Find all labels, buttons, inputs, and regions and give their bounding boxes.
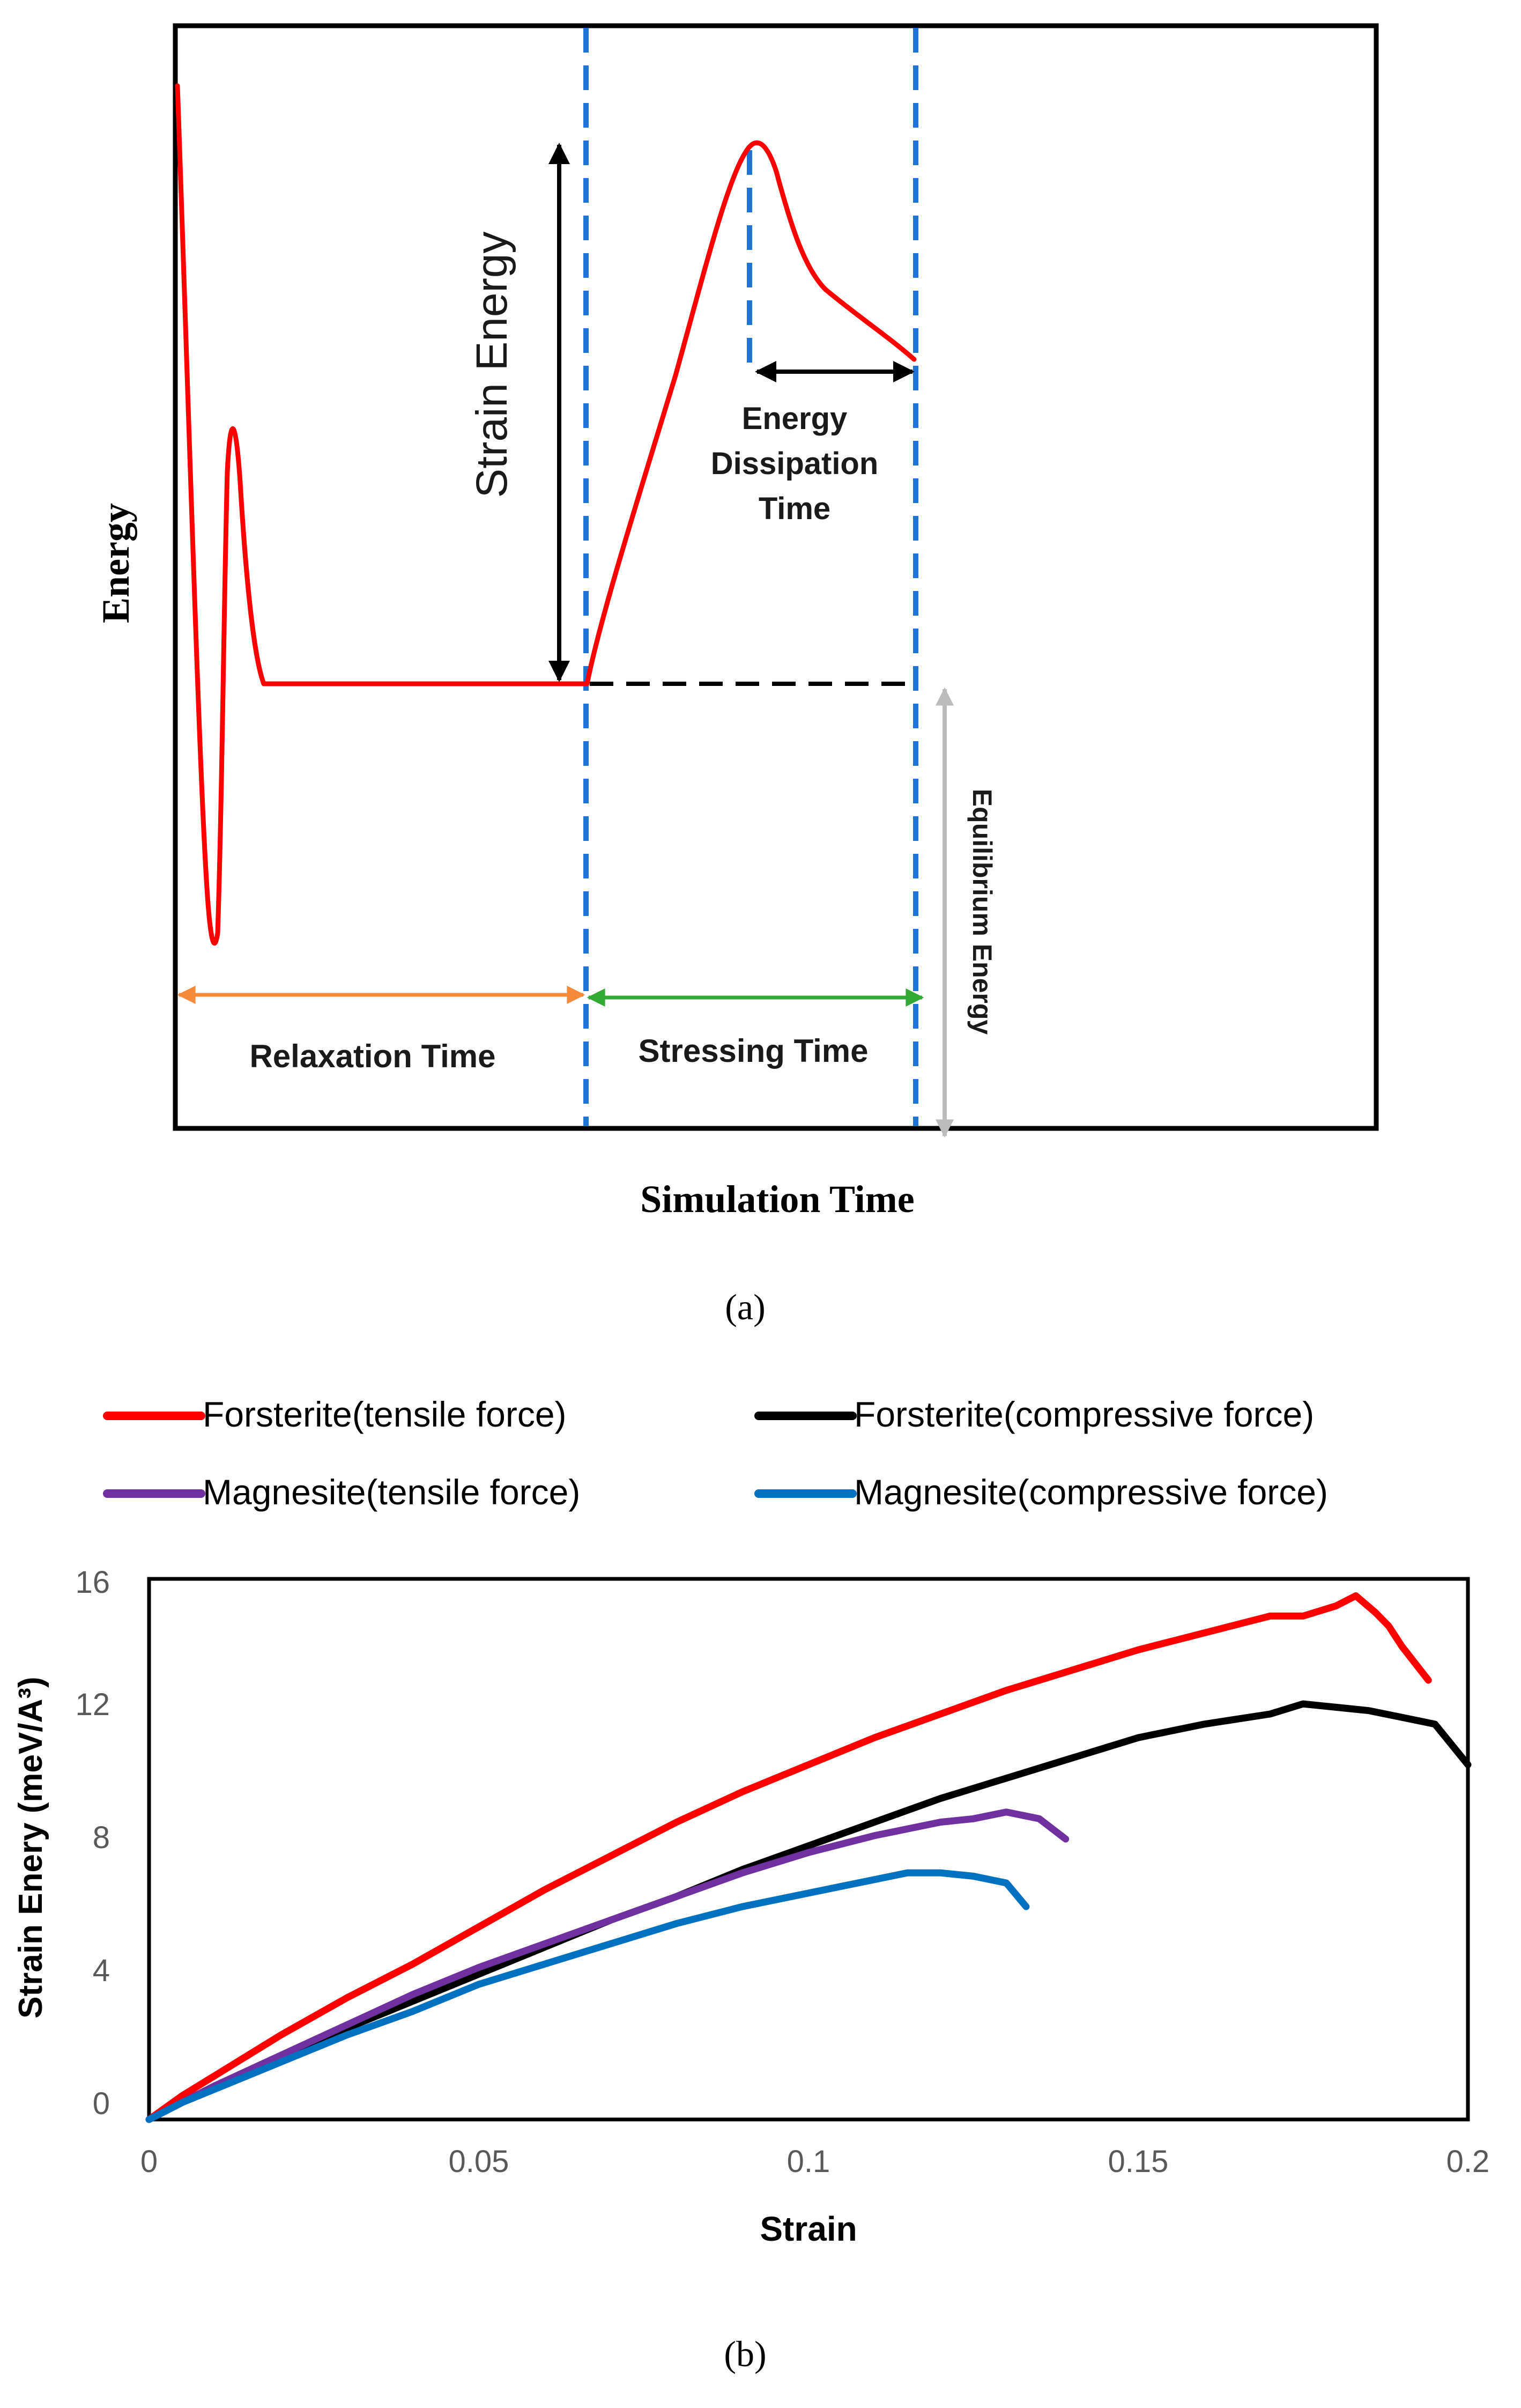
legend: Forsterite(tensile force) Forsterite(com…	[103, 1394, 1328, 1512]
panel-b-x-ticks: 0 0.05 0.1 0.15 0.2	[140, 2144, 1489, 2179]
series-line-magnesite-compressive	[145, 1869, 1030, 2123]
legend-label-forsterite-tensile: Forsterite(tensile force)	[203, 1394, 567, 1434]
x-tick-label: 0.2	[1446, 2144, 1490, 2179]
y-tick-label: 12	[75, 1687, 110, 1722]
x-tick-label: 0.15	[1108, 2144, 1169, 2179]
legend-entry-forsterite-compressive: Forsterite(compressive force)	[754, 1394, 1314, 1434]
strain-energy-label: Strain Energy	[468, 232, 516, 498]
y-tick-label: 0	[93, 2086, 110, 2121]
panel-a-frame	[173, 23, 1379, 1131]
panel-a-xlabel: Simulation Time	[640, 1178, 914, 1221]
dissipation-label-line2: Dissipation	[711, 446, 879, 481]
panel-b-ylabel: Strain Enery (meV/A³)	[12, 1676, 49, 2018]
series-line-magnesite-tensile	[145, 1808, 1070, 2123]
legend-label-magnesite-compressive: Magnesite(compressive force)	[854, 1472, 1328, 1512]
panel-b-plot-frame	[147, 1577, 1470, 2122]
y-tick-label: 4	[93, 1953, 110, 1988]
panel-b-xlabel: Strain	[760, 2210, 857, 2248]
legend-entry-magnesite-tensile: Magnesite(tensile force)	[103, 1472, 580, 1512]
x-tick-label: 0	[140, 2144, 158, 2179]
legend-label-forsterite-compressive: Forsterite(compressive force)	[854, 1394, 1314, 1434]
dissipation-label-line3: Time	[759, 491, 830, 526]
equilibrium-energy-label: Equilibrium Energy	[967, 789, 997, 1035]
energy-curve	[175, 83, 917, 946]
y-tick-label: 8	[93, 1820, 110, 1855]
panel-a-ylabel: Energy	[94, 503, 137, 623]
panel-b-y-ticks: 0 4 8 12 16	[75, 1565, 110, 2121]
legend-label-magnesite-tensile: Magnesite(tensile force)	[203, 1472, 580, 1512]
panel-b: Forsterite(tensile force) Forsterite(com…	[12, 1394, 1489, 2374]
series-layer	[145, 1592, 1472, 2123]
legend-entry-forsterite-tensile: Forsterite(tensile force)	[103, 1394, 567, 1434]
stressing-time-label: Stressing Time	[638, 1033, 868, 1069]
series-line-forsterite-tensile	[145, 1592, 1432, 2123]
x-tick-label: 0.05	[449, 2144, 509, 2179]
y-tick-label: 16	[75, 1565, 110, 1600]
panel-b-label: (b)	[724, 2333, 766, 2374]
x-tick-label: 0.1	[787, 2144, 830, 2179]
legend-entry-magnesite-compressive: Magnesite(compressive force)	[754, 1472, 1328, 1512]
relaxation-time-label: Relaxation Time	[249, 1038, 495, 1074]
panel-a: Strain Energy Energy Dissipation Time Re…	[94, 23, 1379, 1327]
panel-a-label: (a)	[725, 1287, 765, 1327]
dissipation-label-line1: Energy	[742, 401, 848, 436]
